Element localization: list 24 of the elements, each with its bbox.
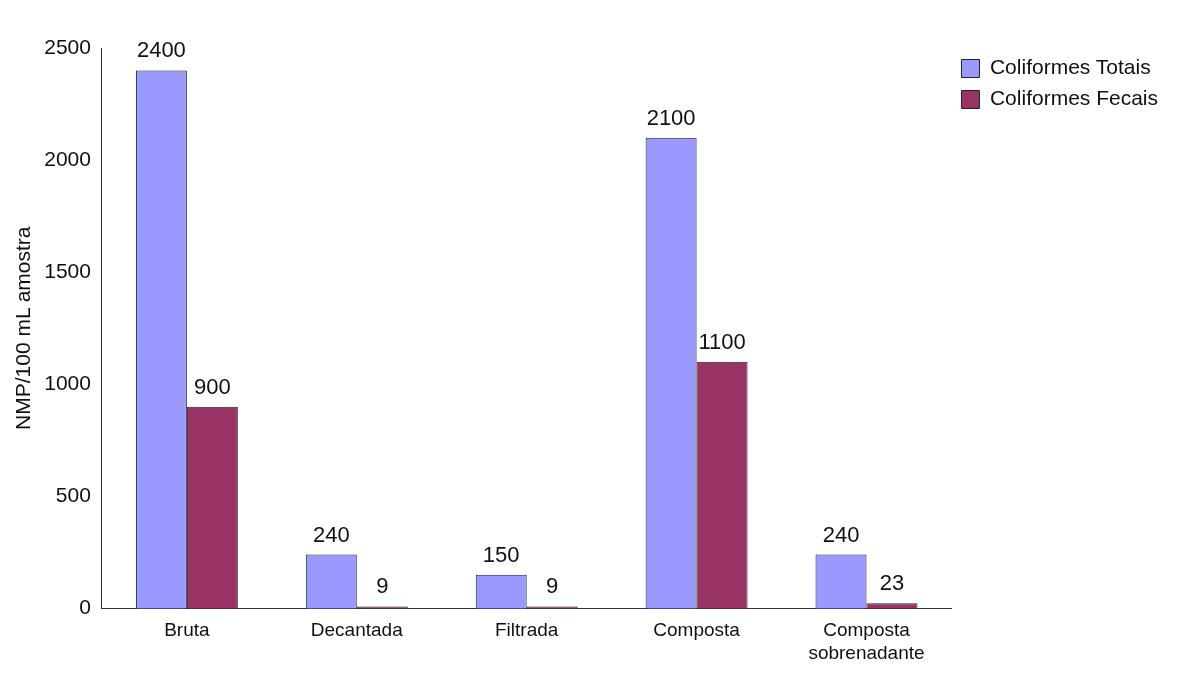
- data-label: 900: [194, 373, 231, 399]
- y-tick-label: 2000: [44, 146, 91, 170]
- y-tick-label: 1500: [44, 258, 91, 282]
- x-tick-label: Filtrada: [495, 619, 559, 641]
- y-tick-label: 0: [79, 595, 91, 619]
- data-label: 2400: [136, 37, 186, 63]
- x-tick-label: Decantada: [310, 619, 404, 641]
- legend-label: Coliformes Fecais: [989, 86, 1159, 110]
- y-tick-label: 2500: [44, 34, 91, 58]
- data-label: 2100: [646, 104, 696, 130]
- legend-label: Coliformes Totais: [989, 55, 1151, 79]
- data-label: 240: [312, 521, 350, 547]
- data-label: 9: [546, 573, 559, 599]
- y-tick-label: 1000: [44, 371, 91, 395]
- data-label: 9: [376, 573, 389, 599]
- data-label: 1100: [698, 328, 746, 354]
- x-tick-label: Bruta: [164, 619, 211, 641]
- data-label: 150: [482, 541, 520, 567]
- data-label: 240: [822, 521, 860, 547]
- x-tick-label: Composta sobrenadante: [808, 619, 925, 663]
- y-axis-title: NMP/100 mL amostra: [11, 226, 35, 430]
- y-tick-label: 500: [55, 483, 91, 507]
- x-tick-label: Composta: [653, 619, 741, 641]
- data-label: 23: [879, 570, 905, 596]
